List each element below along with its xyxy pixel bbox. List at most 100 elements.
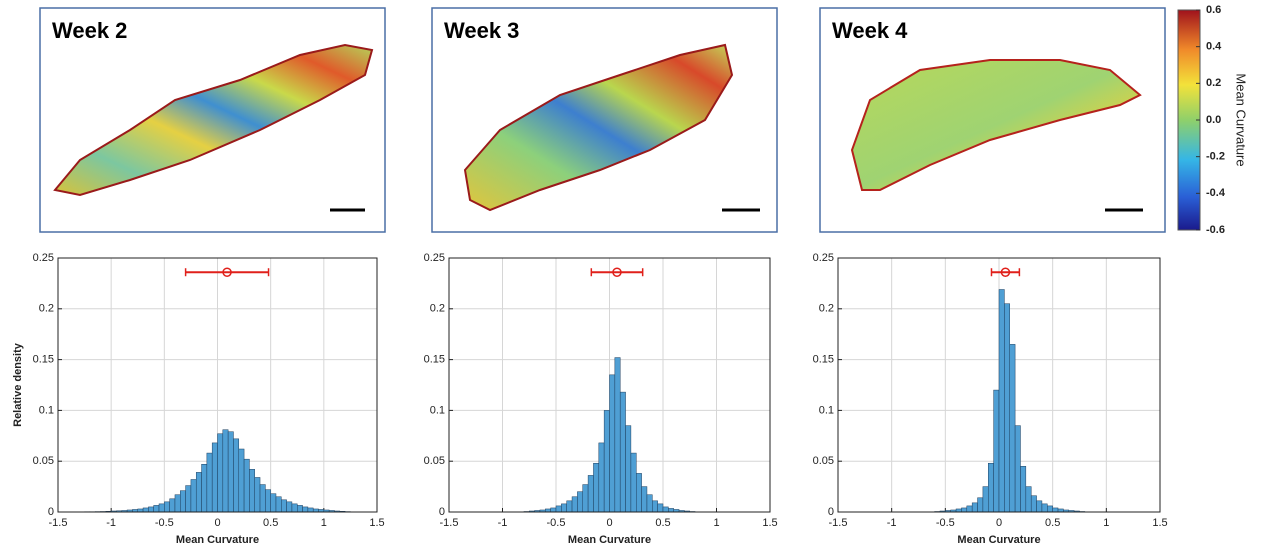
bar xyxy=(972,503,977,512)
bar xyxy=(1053,508,1058,512)
bar xyxy=(967,506,972,512)
bar xyxy=(988,463,993,512)
bar xyxy=(1042,504,1047,512)
bar xyxy=(249,469,254,512)
x-tick-label: -0.5 xyxy=(155,517,174,529)
colorbar-tick-label: 0.2 xyxy=(1206,77,1221,89)
bar xyxy=(668,508,673,512)
y-tick-label: 0.2 xyxy=(819,303,834,315)
bar xyxy=(994,390,999,512)
x-tick-label: 0 xyxy=(214,517,220,529)
bar xyxy=(265,490,270,512)
bar xyxy=(292,504,297,512)
bar xyxy=(631,453,636,512)
x-tick-label: 1.5 xyxy=(762,517,777,529)
colorbar-tick-label: 0.6 xyxy=(1206,4,1221,16)
bar xyxy=(297,505,302,512)
bar xyxy=(228,432,233,512)
bar xyxy=(1047,506,1052,512)
bar xyxy=(202,464,207,512)
bar xyxy=(583,485,588,512)
bar xyxy=(303,507,308,512)
y-tick-label: 0.05 xyxy=(33,455,54,467)
y-tick-label: 0.1 xyxy=(819,404,834,416)
x-tick-label: -1.5 xyxy=(829,517,848,529)
x-axis-label: Mean Curvature xyxy=(957,534,1040,546)
x-tick-label: 1 xyxy=(713,517,719,529)
bar xyxy=(207,453,212,512)
x-tick-label: 1.5 xyxy=(1152,517,1167,529)
bar xyxy=(271,494,276,512)
bar xyxy=(1015,426,1020,512)
bar xyxy=(159,504,164,512)
figure: Week 2 Week 3 Week 4 Mean Curvature 0.6 0… xyxy=(0,0,1262,551)
bar xyxy=(652,501,657,512)
bar xyxy=(287,502,292,512)
bar xyxy=(572,497,577,512)
y-tick-label: 0.25 xyxy=(33,252,54,264)
bar xyxy=(567,501,572,512)
bar xyxy=(626,426,631,512)
bar xyxy=(551,508,556,512)
bar xyxy=(647,495,652,512)
bar xyxy=(148,507,153,512)
bar xyxy=(561,504,566,512)
y-tick-label: 0.15 xyxy=(33,354,54,366)
bar xyxy=(615,358,620,512)
colorbar-label: Mean Curvature xyxy=(1234,73,1249,166)
bar xyxy=(255,477,260,512)
bar xyxy=(577,492,582,512)
y-tick-label: 0.25 xyxy=(424,252,445,264)
bar xyxy=(663,507,668,512)
bar xyxy=(164,502,169,512)
y-tick-label: 0 xyxy=(48,506,54,518)
panel-title: Week 4 xyxy=(832,18,908,43)
y-tick-label: 0.05 xyxy=(424,455,445,467)
x-axis-label: Mean Curvature xyxy=(176,534,259,546)
x-tick-label: 1 xyxy=(1103,517,1109,529)
bar xyxy=(175,495,180,512)
colorbar-tick-label: 0.4 xyxy=(1206,41,1222,53)
bar xyxy=(212,443,217,512)
bar xyxy=(610,375,615,512)
bar xyxy=(276,497,281,512)
bar xyxy=(999,289,1004,512)
bar xyxy=(180,491,185,512)
x-tick-label: 0.5 xyxy=(1045,517,1060,529)
bar xyxy=(599,443,604,512)
bar xyxy=(658,504,663,512)
colorbar-tick-label: -0.4 xyxy=(1206,187,1226,199)
bar xyxy=(233,439,238,512)
x-axis-label: Mean Curvature xyxy=(568,534,651,546)
bar xyxy=(218,434,223,512)
bar xyxy=(308,508,313,512)
y-tick-label: 0.2 xyxy=(430,303,445,315)
bar xyxy=(620,392,625,512)
y-tick-label: 0.1 xyxy=(430,404,445,416)
panel-title: Week 3 xyxy=(444,18,519,43)
x-tick-label: 1.5 xyxy=(369,517,384,529)
bar xyxy=(170,499,175,512)
y-tick-label: 0.15 xyxy=(813,354,834,366)
y-tick-label: 0 xyxy=(828,506,834,518)
bar xyxy=(281,500,286,512)
bar xyxy=(223,430,228,512)
colorbar-tick-label: -0.6 xyxy=(1206,224,1225,236)
bar xyxy=(978,498,983,512)
bar xyxy=(186,486,191,512)
x-tick-label: 0.5 xyxy=(263,517,278,529)
bar xyxy=(556,506,561,512)
bar xyxy=(196,472,201,512)
panel-title: Week 2 xyxy=(52,18,127,43)
bar xyxy=(604,410,609,512)
x-tick-label: -0.5 xyxy=(936,517,955,529)
bar xyxy=(593,463,598,512)
surface-panels: Week 2 Week 3 Week 4 xyxy=(40,8,1165,232)
x-tick-label: -0.5 xyxy=(547,517,566,529)
bar xyxy=(642,487,647,512)
colorbar-tick-label: -0.2 xyxy=(1206,151,1225,163)
bar xyxy=(143,508,148,512)
bar xyxy=(1037,501,1042,512)
x-tick-label: -1.5 xyxy=(49,517,68,529)
bar xyxy=(961,508,966,512)
